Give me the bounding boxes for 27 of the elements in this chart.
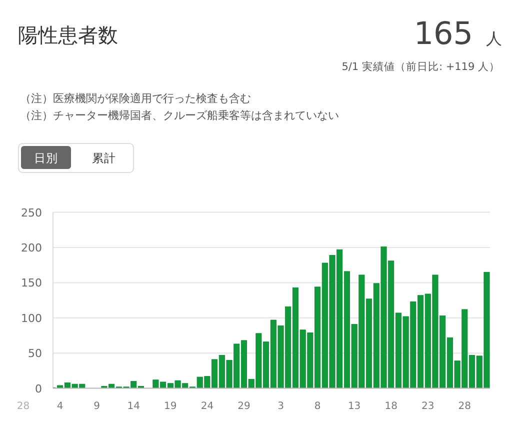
text: 累計 [92,151,116,165]
y-tick-label: 100 [21,312,42,325]
x-tick-label: 24 [200,401,214,412]
chart-title: 陽性患者数 [18,23,118,47]
x-tick-label: 3 [278,401,284,412]
x-tick-label: 28 [458,401,472,412]
x-tick-label: 9 [94,401,100,412]
text: （注）医療機関が保険適用で行った検査も含む [20,92,251,105]
text: 日別 [34,151,58,165]
text: 人 [486,29,502,48]
x-tick-label: 29 [238,401,250,412]
x-tick-label: 14 [127,401,140,412]
y-tick-label: 250 [21,206,42,220]
y-tick-label: 0 [35,382,42,396]
x-tick-label: 19 [164,401,177,412]
y-tick-label: 200 [21,242,42,254]
x-tick-label: 4 [56,401,64,412]
x-tick-label: 23 [422,401,434,412]
x-tick-label: 13 [348,401,361,412]
x-tick-label: 28 [16,401,30,412]
x-tick-label: 18 [384,401,398,412]
x-tick-label: 8 [314,401,321,412]
y-tick-label: 150 [21,276,42,290]
text: 5/1 実績値（前日比: +119 人） [342,60,500,73]
text: （注）チャーター機帰国者、クルーズ船乗客等は含まれていない [20,109,339,122]
y-tick-label: 50 [28,347,42,360]
text: 165 [414,16,473,52]
